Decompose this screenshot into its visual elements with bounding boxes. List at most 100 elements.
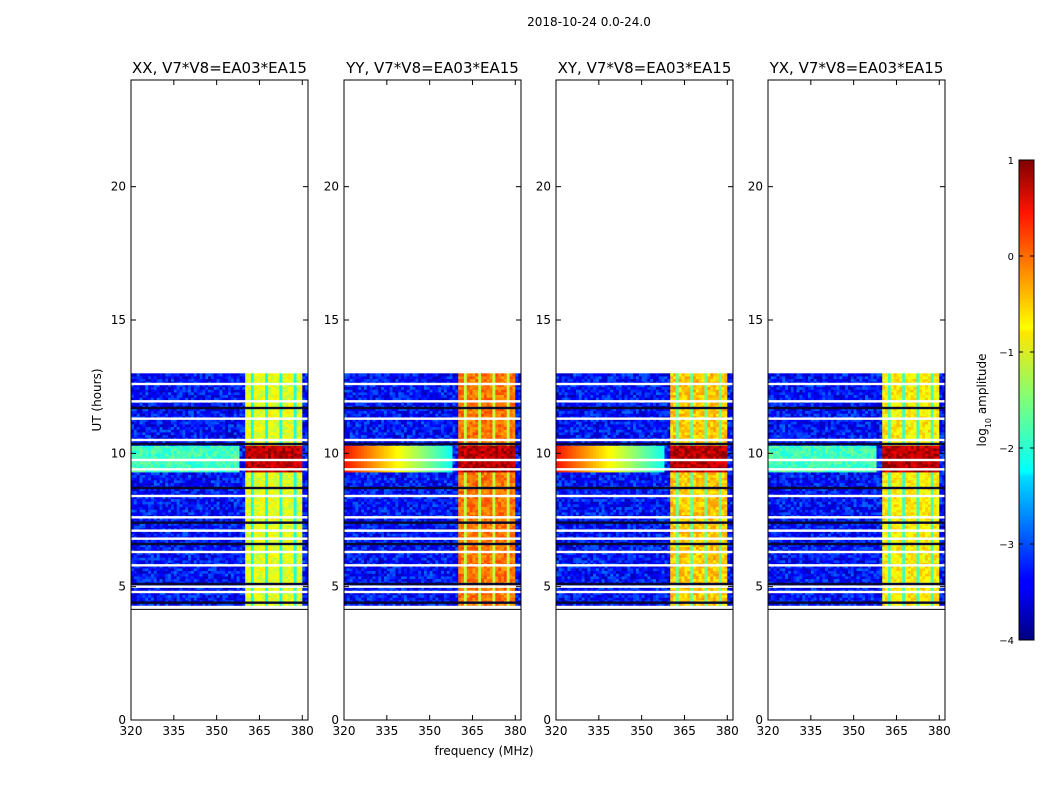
- heatmap-cell: [277, 560, 280, 563]
- heatmap-cell: [288, 568, 291, 571]
- heatmap-cell: [245, 597, 248, 600]
- heatmap-cell: [162, 595, 165, 598]
- heatmap-cell: [302, 573, 305, 576]
- heatmap-cell: [137, 557, 140, 560]
- heatmap-cell: [282, 579, 285, 582]
- heatmap-cell: [168, 576, 171, 579]
- heatmap-cell: [205, 576, 208, 579]
- heatmap-cell: [214, 555, 217, 558]
- heatmap-cell: [157, 579, 160, 582]
- heatmap-cell: [297, 579, 300, 582]
- heatmap-cell: [171, 555, 174, 558]
- heatmap-cell: [214, 597, 217, 600]
- heatmap-cell: [208, 555, 211, 558]
- heatmap-cell: [225, 568, 228, 571]
- heatmap-cell: [262, 555, 265, 558]
- heatmap-cell: [254, 576, 257, 579]
- heatmap-cell: [145, 573, 148, 576]
- heatmap-cell: [154, 560, 157, 563]
- heatmap-cell: [191, 579, 194, 582]
- heatmap-cell: [288, 560, 291, 563]
- heatmap-cell: [237, 568, 240, 571]
- heatmap-cell: [279, 576, 282, 579]
- heatmap-cell: [148, 579, 151, 582]
- heatmap-cell: [174, 571, 177, 574]
- heatmap-cell: [245, 555, 248, 558]
- heatmap-cell: [142, 579, 145, 582]
- heatmap-cell: [145, 576, 148, 579]
- heatmap-cell: [197, 579, 200, 582]
- heatmap-cell: [279, 579, 282, 582]
- heatmap-cell: [225, 579, 228, 582]
- heatmap-cell: [177, 568, 180, 571]
- heatmap-cell: [171, 595, 174, 598]
- heatmap-cell: [205, 597, 208, 600]
- heatmap-cell: [220, 547, 223, 550]
- heatmap-cell: [202, 595, 205, 598]
- heatmap-cell: [180, 547, 183, 550]
- heatmap-cell: [134, 595, 137, 598]
- heatmap-cell: [174, 595, 177, 598]
- heatmap-cell: [200, 560, 203, 563]
- heatmap-cell: [205, 579, 208, 582]
- heatmap-cell: [242, 573, 245, 576]
- heatmap-cell: [177, 597, 180, 600]
- heatmap-cell: [294, 595, 297, 598]
- heatmap-cell: [168, 557, 171, 560]
- heatmap-cell: [208, 597, 211, 600]
- heatmap-cell: [188, 555, 191, 558]
- heatmap-cell: [202, 547, 205, 550]
- heatmap-cell: [228, 560, 231, 563]
- heatmap-cell: [154, 557, 157, 560]
- heatmap-cell: [171, 547, 174, 550]
- heatmap-xx: [131, 373, 308, 605]
- heatmap-cell: [294, 560, 297, 563]
- heatmap-cell: [251, 597, 254, 600]
- heatmap-cell: [234, 555, 237, 558]
- heatmap-cell: [257, 560, 260, 563]
- heatmap-cell: [248, 571, 251, 574]
- heatmap-cell: [137, 573, 140, 576]
- heatmap-cell: [294, 576, 297, 579]
- heatmap-cell: [265, 595, 268, 598]
- heatmap-cell: [140, 579, 143, 582]
- heatmap-cell: [285, 571, 288, 574]
- heatmap-cell: [197, 560, 200, 563]
- heatmap-cell: [140, 568, 143, 571]
- heatmap-cell: [214, 547, 217, 550]
- heatmap-cell: [282, 573, 285, 576]
- heatmap-cell: [197, 568, 200, 571]
- heatmap-cell: [151, 576, 154, 579]
- heatmap-cell: [237, 579, 240, 582]
- heatmap-cell: [208, 568, 211, 571]
- heatmap-cell: [268, 571, 271, 574]
- heatmap-cell: [297, 555, 300, 558]
- heatmap-cell: [185, 557, 188, 560]
- heatmap-cell: [242, 547, 245, 550]
- heatmap-cell: [191, 571, 194, 574]
- heatmap-cell: [174, 557, 177, 560]
- heatmap-cell: [285, 576, 288, 579]
- heatmap-cell: [197, 557, 200, 560]
- heatmap-cell: [297, 597, 300, 600]
- heatmap-cell: [259, 573, 262, 576]
- heatmap-cell: [220, 595, 223, 598]
- heatmap-cell: [205, 595, 208, 598]
- heatmap-cell: [254, 579, 257, 582]
- heatmap-cell: [177, 579, 180, 582]
- heatmap-cell: [180, 571, 183, 574]
- heatmap-cell: [237, 547, 240, 550]
- heatmap-cell: [137, 547, 140, 550]
- heatmap-cell: [282, 576, 285, 579]
- heatmap-cell: [268, 597, 271, 600]
- heatmap-cell: [185, 576, 188, 579]
- heatmap-cell: [265, 573, 268, 576]
- heatmap-cell: [151, 560, 154, 563]
- heatmap-cell: [288, 579, 291, 582]
- heatmap-cell: [234, 579, 237, 582]
- heatmap-cell: [271, 579, 274, 582]
- heatmap-cell: [180, 579, 183, 582]
- heatmap-cell: [171, 576, 174, 579]
- heatmap-cell: [222, 560, 225, 563]
- heatmap-cell: [234, 597, 237, 600]
